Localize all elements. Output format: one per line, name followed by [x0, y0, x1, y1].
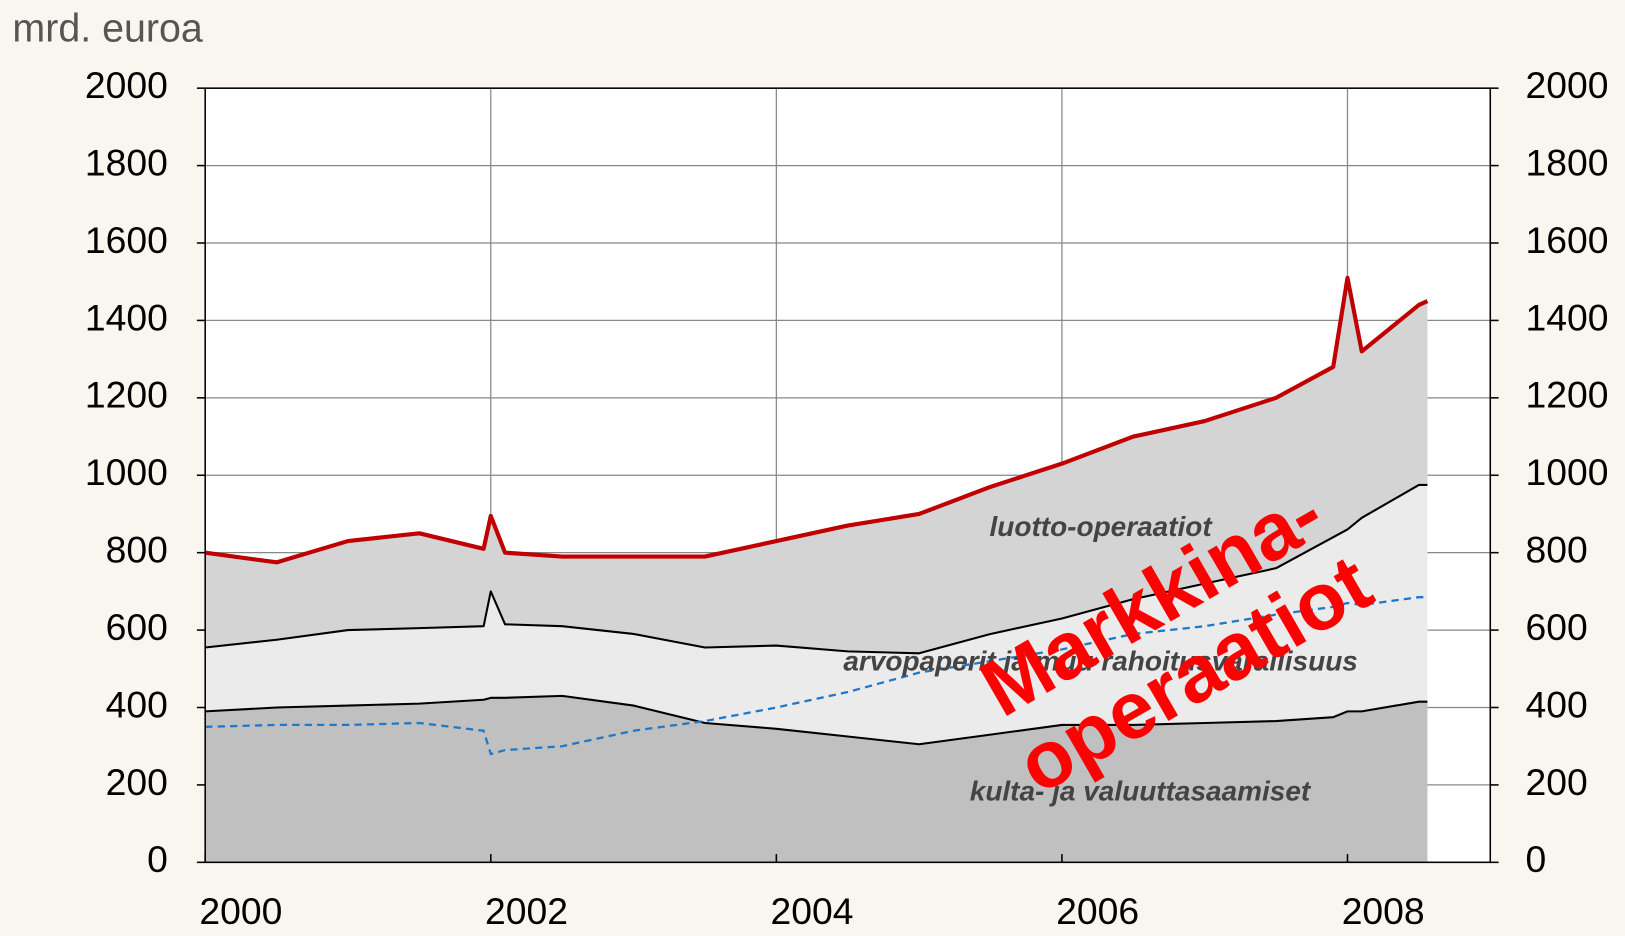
series-label: luotto-operaatiot [990, 511, 1214, 542]
y-tick-label: 1600 [85, 219, 168, 261]
y-tick-label: 0 [147, 838, 168, 880]
y2-tick-label: 600 [1526, 606, 1588, 648]
x-tick-label: 2000 [199, 890, 282, 932]
series-label: arvopaperit ja muu rahoitusvarallisuus [843, 646, 1357, 677]
y-tick-label: 1400 [85, 296, 168, 338]
y2-tick-label: 800 [1526, 529, 1588, 571]
y2-tick-label: 1800 [1526, 141, 1609, 183]
x-tick-label: 2006 [1056, 890, 1139, 932]
y2-tick-label: 2000 [1526, 64, 1609, 106]
y2-tick-label: 0 [1526, 838, 1547, 880]
y2-tick-label: 1600 [1526, 219, 1609, 261]
y2-tick-label: 1200 [1526, 374, 1609, 416]
x-tick-label: 2002 [485, 890, 568, 932]
y-tick-label: 2000 [85, 64, 168, 106]
y2-tick-label: 1000 [1526, 451, 1609, 493]
area [205, 695, 1428, 863]
plot-frame [204, 87, 1492, 864]
y2-tick-label: 200 [1526, 761, 1588, 803]
x-tick-label: 2008 [1342, 890, 1425, 932]
y2-tick-label: 1400 [1526, 296, 1609, 338]
x-tick-label: 2004 [771, 890, 854, 932]
y-tick-label: 200 [106, 761, 168, 803]
area-edge [204, 275, 1429, 565]
series-label: kulta- ja valuuttasaamiset [970, 775, 1312, 806]
y-tick-label: 600 [106, 606, 168, 648]
area-edge [205, 694, 1428, 746]
y-tick-label: 400 [106, 683, 168, 725]
y-tick-label: 800 [106, 529, 168, 571]
area [205, 484, 1428, 745]
area [205, 277, 1428, 654]
y-tick-label: 1200 [85, 374, 168, 416]
area-edge [205, 483, 1428, 655]
y-tick-label: 1800 [85, 141, 168, 183]
y2-tick-label: 400 [1526, 683, 1588, 725]
y-tick-label: 1000 [85, 451, 168, 493]
line [205, 596, 1428, 756]
y-axis-label: mrd. euroa [12, 7, 202, 51]
